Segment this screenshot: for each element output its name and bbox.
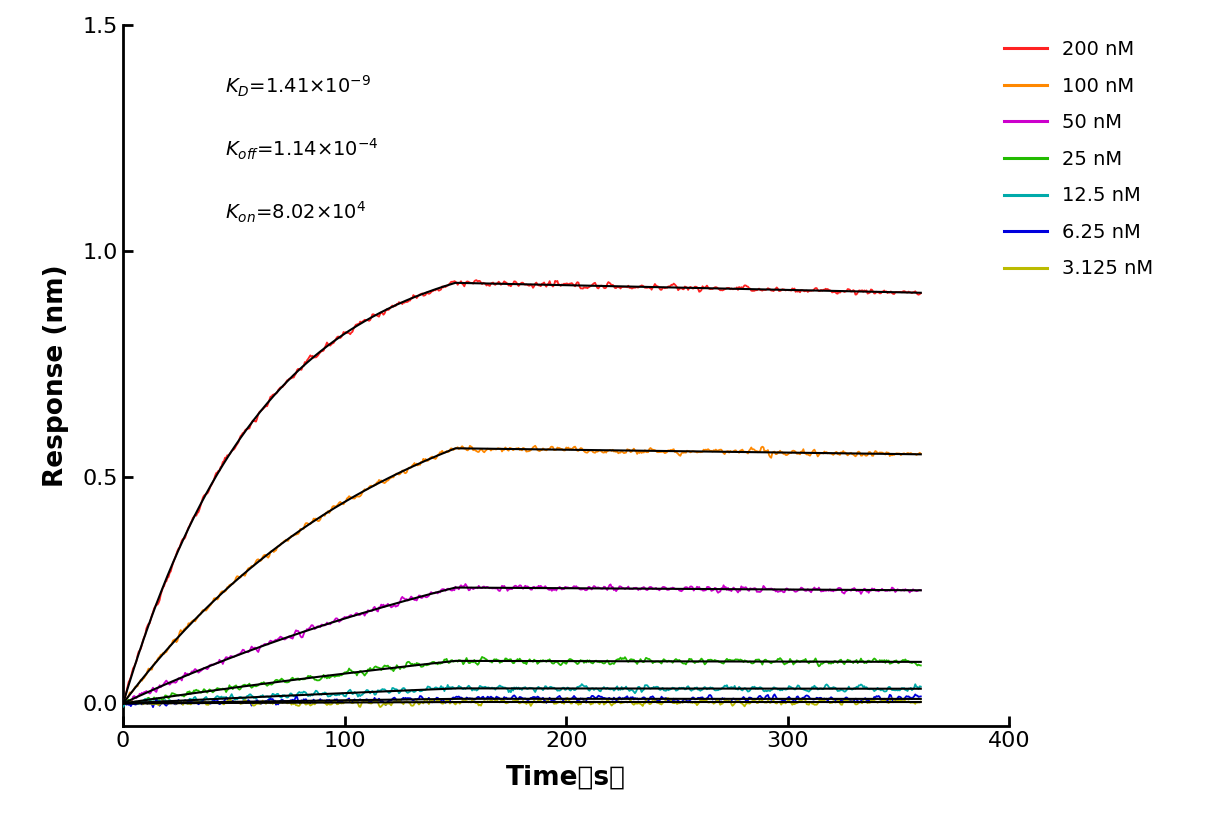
Text: $K_{on}$=8.02×10$^4$: $K_{on}$=8.02×10$^4$ <box>225 200 367 225</box>
Y-axis label: Response (nm): Response (nm) <box>43 264 69 487</box>
Legend: 200 nM, 100 nM, 50 nM, 25 nM, 12.5 nM, 6.25 nM, 3.125 nM: 200 nM, 100 nM, 50 nM, 25 nM, 12.5 nM, 6… <box>998 35 1160 284</box>
Text: $K_{off}$=1.14×10$^{-4}$: $K_{off}$=1.14×10$^{-4}$ <box>225 137 379 163</box>
X-axis label: Time（s）: Time（s） <box>506 765 627 790</box>
Text: $K_D$=1.41×10$^{-9}$: $K_D$=1.41×10$^{-9}$ <box>225 74 372 99</box>
